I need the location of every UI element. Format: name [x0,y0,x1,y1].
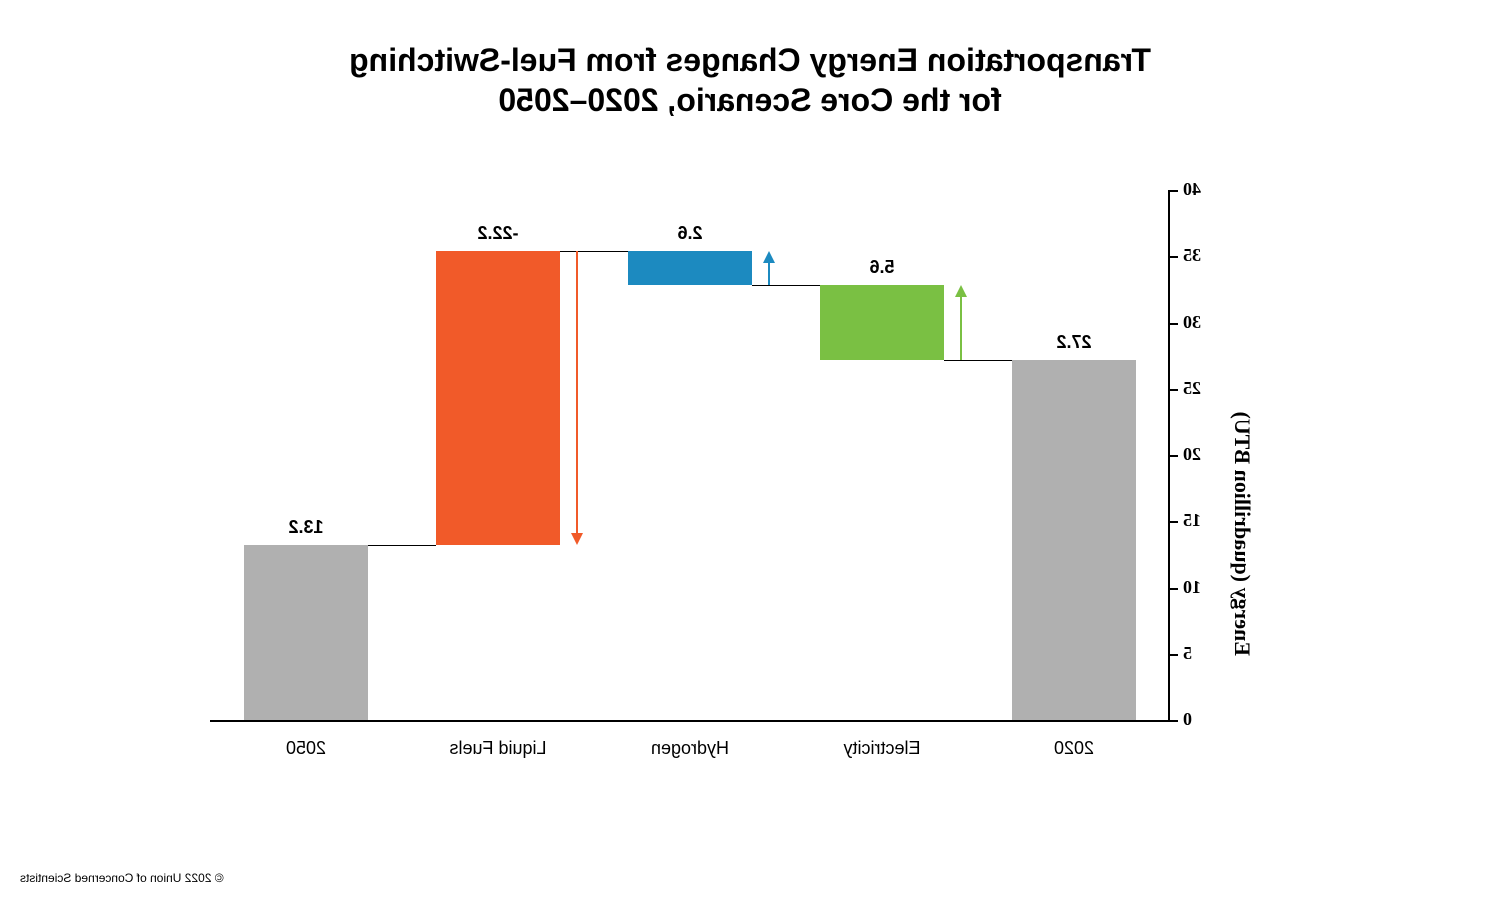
arrow-head-electricity [955,285,967,297]
arrow-shaft-liquid_fuels [576,251,578,535]
y-tick [1170,256,1178,258]
bar-value-liquid_fuels: -22.2 [438,223,558,244]
x-label-electricity: Electricity [792,738,972,759]
y-tick [1170,654,1178,656]
waterfall-chart: Energy (quadrillion BTU) 0 5 10 15 20 25 30 35 40… [0,0,1500,900]
bar-2050 [244,545,369,720]
bar-value-2020: 27.2 [1014,332,1134,353]
y-tick-label: 30 [1183,312,1228,333]
y-tick-label: 35 [1183,245,1228,266]
x-label-2020: 2020 [984,738,1164,759]
connector [752,285,819,286]
x-axis-line [210,720,1170,722]
x-label-hydrogen: Hydrogen [600,738,780,759]
bar-value-2050: 13.2 [246,517,366,538]
bar-hydrogen [628,251,753,285]
y-tick [1170,455,1178,457]
connector [368,545,435,546]
arrow-head-hydrogen [763,251,775,263]
copyright-footer: © 2022 Union of Concerned Scientists [20,871,224,885]
y-tick [1170,521,1178,523]
y-tick-label: 40 [1183,179,1228,200]
bar-liquid_fuels [436,251,561,545]
y-tick-label: 15 [1183,510,1228,531]
y-tick-label: 5 [1183,643,1228,664]
y-tick [1170,720,1178,722]
y-tick-label: 25 [1183,378,1228,399]
bar-2020 [1012,360,1137,720]
arrow-shaft-hydrogen [768,261,770,285]
y-tick [1170,389,1178,391]
x-label-liquid_fuels: Liquid Fuels [408,738,588,759]
arrow-head-liquid_fuels [571,533,583,545]
connector [560,251,627,252]
y-axis-label: Energy (quadrillion BTU) [1229,412,1255,656]
y-tick [1170,190,1178,192]
y-tick [1170,588,1178,590]
bar-value-electricity: 5.6 [822,257,942,278]
y-tick [1170,323,1178,325]
bar-electricity [820,285,945,359]
y-tick-label: 10 [1183,577,1228,598]
x-label-2050: 2050 [216,738,396,759]
y-tick-label: 0 [1183,709,1228,730]
arrow-shaft-electricity [960,295,962,359]
bar-value-hydrogen: 2.6 [630,223,750,244]
connector [944,360,1011,361]
mirrored-canvas: Transportation Energy Changes from Fuel-… [0,0,1500,900]
y-tick-label: 20 [1183,444,1228,465]
